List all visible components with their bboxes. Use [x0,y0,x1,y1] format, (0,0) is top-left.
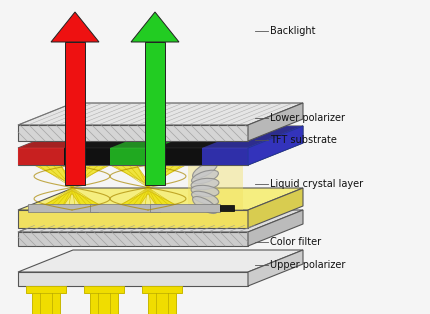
Bar [141,286,181,293]
Ellipse shape [192,197,217,214]
Polygon shape [156,126,256,148]
Polygon shape [110,191,186,210]
Ellipse shape [192,161,217,178]
Bar [84,286,124,293]
Polygon shape [18,210,247,228]
Polygon shape [34,191,110,210]
Polygon shape [51,12,99,42]
Text: Liquid crystal layer: Liquid crystal layer [269,179,362,189]
Polygon shape [247,103,302,141]
Polygon shape [34,165,110,185]
Polygon shape [110,165,186,185]
Ellipse shape [191,170,218,184]
Bar [156,148,202,165]
Bar [144,42,165,185]
Bar [147,286,175,314]
Bar [187,165,243,210]
Text: Color filter: Color filter [269,237,320,247]
Bar [90,204,160,212]
Ellipse shape [190,178,218,190]
Polygon shape [18,125,247,141]
Bar [160,205,174,211]
Bar [64,148,110,165]
Polygon shape [247,250,302,286]
Polygon shape [247,126,302,165]
Polygon shape [18,210,302,232]
Polygon shape [18,188,302,210]
Polygon shape [18,126,119,148]
Polygon shape [131,12,178,42]
Polygon shape [18,103,302,125]
Bar [26,286,66,293]
Polygon shape [18,272,247,286]
Polygon shape [247,210,302,246]
Polygon shape [18,126,302,148]
Polygon shape [18,250,302,272]
Text: Lower polarizer: Lower polarizer [269,113,344,123]
Polygon shape [64,126,165,148]
Bar [65,42,85,185]
Bar [219,205,233,211]
Bar [18,148,64,165]
Bar [150,204,219,212]
Bar [28,204,98,212]
Bar [98,205,112,211]
Ellipse shape [190,185,218,197]
Polygon shape [18,232,247,246]
Bar [202,148,247,165]
Bar [32,286,60,314]
Bar [110,148,156,165]
Polygon shape [202,126,302,148]
Bar [90,286,118,314]
Text: Backlight: Backlight [269,26,315,36]
Text: TFT substrate: TFT substrate [269,135,336,145]
Polygon shape [18,148,247,165]
Polygon shape [110,126,211,148]
Text: Upper polarizer: Upper polarizer [269,260,344,270]
Polygon shape [247,126,302,165]
Ellipse shape [191,191,218,205]
Polygon shape [247,188,302,228]
